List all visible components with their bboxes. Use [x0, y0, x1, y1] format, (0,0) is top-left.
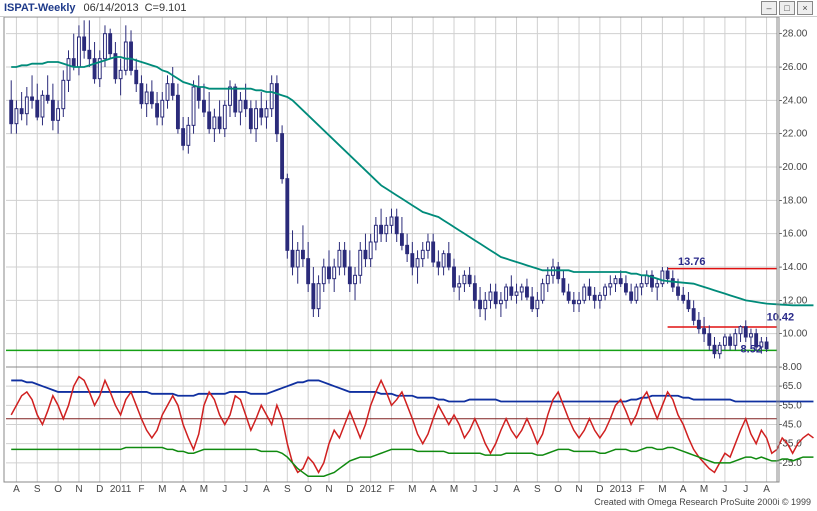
- symbol-label: ISPAT-Weekly: [4, 2, 76, 14]
- svg-text:M: M: [658, 484, 666, 495]
- svg-text:-24.00: -24.00: [779, 95, 808, 106]
- svg-text:A: A: [513, 484, 520, 495]
- close-label: C=9.101: [145, 2, 187, 14]
- footer-credit: Created with Omega Research ProSuite 200…: [0, 497, 817, 509]
- svg-text:-8.00: -8.00: [779, 362, 802, 373]
- svg-text:N: N: [75, 484, 82, 495]
- svg-text:-26.00: -26.00: [779, 62, 808, 73]
- svg-text:M: M: [450, 484, 458, 495]
- svg-text:O: O: [304, 484, 312, 495]
- svg-text:M: M: [408, 484, 416, 495]
- svg-text:D: D: [596, 484, 603, 495]
- svg-text:S: S: [534, 484, 541, 495]
- svg-text:-14.00: -14.00: [779, 262, 808, 273]
- svg-text:S: S: [34, 484, 41, 495]
- svg-text:A: A: [13, 484, 20, 495]
- svg-text:-10.00: -10.00: [779, 329, 808, 340]
- svg-text:O: O: [554, 484, 562, 495]
- svg-text:D: D: [346, 484, 353, 495]
- svg-text:8.52: 8.52: [741, 343, 762, 355]
- svg-text:N: N: [575, 484, 582, 495]
- svg-text:N: N: [325, 484, 332, 495]
- svg-text:10.42: 10.42: [767, 312, 795, 324]
- chart-area[interactable]: -8.00-10.00-12.00-14.00-16.00-18.00-20.0…: [0, 17, 817, 497]
- svg-text:13.76: 13.76: [678, 256, 706, 268]
- svg-text:-22.00: -22.00: [779, 129, 808, 140]
- svg-text:-18.00: -18.00: [779, 195, 808, 206]
- svg-text:M: M: [200, 484, 208, 495]
- svg-text:J: J: [722, 484, 727, 495]
- svg-text:2012: 2012: [360, 484, 383, 495]
- svg-text:2011: 2011: [110, 484, 132, 495]
- svg-text:2013: 2013: [610, 484, 633, 495]
- svg-text:O: O: [54, 484, 62, 495]
- svg-text:M: M: [158, 484, 166, 495]
- svg-text:S: S: [284, 484, 291, 495]
- svg-text:-28.00: -28.00: [779, 29, 808, 40]
- maximize-button[interactable]: □: [779, 1, 795, 15]
- svg-text:J: J: [743, 484, 748, 495]
- svg-text:D: D: [96, 484, 103, 495]
- svg-text:F: F: [388, 484, 394, 495]
- svg-text:-45.0: -45.0: [779, 420, 802, 431]
- svg-text:-65.0: -65.0: [779, 381, 802, 392]
- svg-text:-16.00: -16.00: [779, 229, 808, 240]
- close-button[interactable]: ×: [797, 1, 813, 15]
- svg-text:F: F: [638, 484, 644, 495]
- svg-text:A: A: [180, 484, 187, 495]
- svg-text:A: A: [430, 484, 437, 495]
- svg-text:A: A: [763, 484, 770, 495]
- date-label: 06/14/2013: [84, 2, 139, 14]
- minimize-button[interactable]: –: [761, 1, 777, 15]
- svg-text:J: J: [493, 484, 498, 495]
- svg-text:-20.00: -20.00: [779, 162, 808, 173]
- svg-text:A: A: [263, 484, 270, 495]
- svg-text:J: J: [243, 484, 248, 495]
- svg-text:J: J: [472, 484, 477, 495]
- svg-text:M: M: [700, 484, 708, 495]
- chart-header: ISPAT-Weekly 06/14/2013 C=9.101 – □ ×: [0, 0, 817, 17]
- svg-text:F: F: [138, 484, 144, 495]
- svg-text:J: J: [222, 484, 227, 495]
- svg-text:A: A: [680, 484, 687, 495]
